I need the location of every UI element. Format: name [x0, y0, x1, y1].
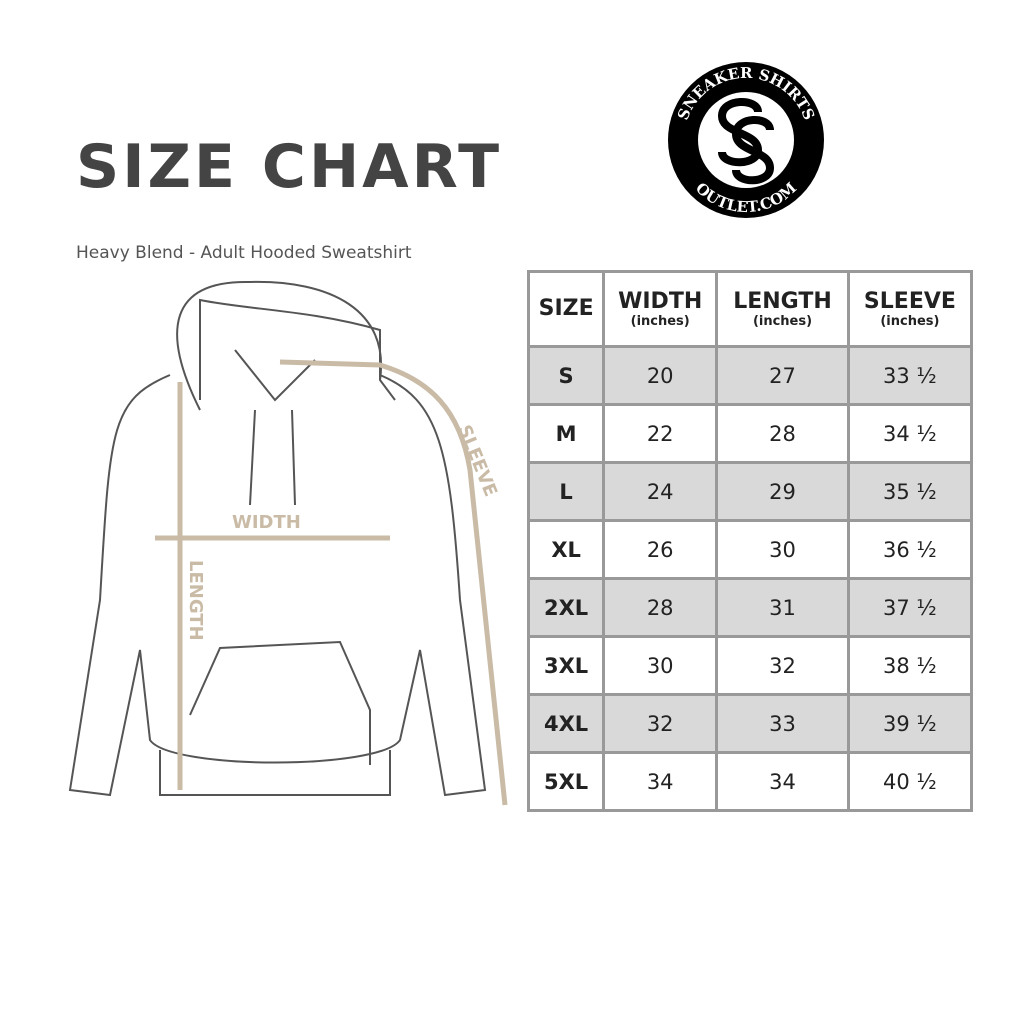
- size-cell: 5XL: [526, 751, 606, 812]
- measurement-cell: 32: [602, 693, 719, 754]
- table-row: M 22 28 34 ½: [526, 403, 974, 464]
- header-unit: (inches): [752, 313, 813, 329]
- measurement-cell: 39 ½: [846, 693, 974, 754]
- table-row: S 20 27 33 ½: [526, 345, 974, 406]
- table-row: L 24 29 35 ½: [526, 461, 974, 522]
- product-subtitle: Heavy Blend - Adult Hooded Sweatshirt: [76, 243, 412, 263]
- header-label: WIDTH: [618, 288, 703, 314]
- measurement-cell: 28: [602, 577, 719, 638]
- size-cell: 2XL: [526, 577, 606, 638]
- size-cell: 4XL: [526, 693, 606, 754]
- column-header: SLEEVE (inches): [846, 270, 974, 348]
- table-row: XL 26 30 36 ½: [526, 519, 974, 580]
- width-label: WIDTH: [232, 512, 301, 533]
- table-row: 3XL 30 32 38 ½: [526, 635, 974, 696]
- measurement-cell: 40 ½: [846, 751, 974, 812]
- measurement-cell: 20: [602, 345, 719, 406]
- brand-logo: SNEAKER SHIRTS OUTLET.COM: [668, 62, 824, 218]
- measurement-cell: 33: [715, 693, 850, 754]
- monogram-icon: [717, 97, 775, 185]
- measurement-cell: 36 ½: [846, 519, 974, 580]
- measurement-cell: 26: [602, 519, 719, 580]
- header-label: LENGTH: [733, 288, 832, 314]
- measurement-cell: 38 ½: [846, 635, 974, 696]
- measurement-cell: 22: [602, 403, 719, 464]
- measurement-cell: 34: [602, 751, 719, 812]
- measurement-cell: 34: [715, 751, 850, 812]
- size-cell: M: [526, 403, 606, 464]
- hood-outline: [176, 280, 396, 411]
- sleeve-label: SLEEVE: [453, 422, 501, 500]
- measurement-cell: 37 ½: [846, 577, 974, 638]
- measurement-cell: 30: [602, 635, 719, 696]
- measurement-cell: 33 ½: [846, 345, 974, 406]
- column-header: LENGTH (inches): [715, 270, 850, 348]
- measurement-cell: 24: [602, 461, 719, 522]
- measurement-cell: 30: [715, 519, 850, 580]
- header-label: SIZE: [538, 296, 594, 321]
- column-header: SIZE: [526, 270, 606, 348]
- size-cell: L: [526, 461, 606, 522]
- table-row: 2XL 28 31 37 ½: [526, 577, 974, 638]
- size-table: SIZE WIDTH (inches) LENGTH (inches) SLEEVE (in…: [526, 270, 974, 812]
- measurement-cell: 28: [715, 403, 850, 464]
- measurement-cell: 32: [715, 635, 850, 696]
- sleeve-arrow: [279, 359, 508, 806]
- column-header: WIDTH (inches): [602, 270, 719, 348]
- measurement-cell: 31: [715, 577, 850, 638]
- header-unit: (inches): [630, 313, 690, 329]
- measurement-cell: 35 ½: [846, 461, 974, 522]
- table-row: 4XL 32 33 39 ½: [526, 693, 974, 754]
- header-unit: (inches): [880, 313, 940, 329]
- hoodie-diagram: WIDTH LENGTH SLEEVE: [68, 280, 508, 806]
- measurement-cell: 34 ½: [846, 403, 974, 464]
- header-label: SLEEVE: [863, 288, 956, 314]
- size-cell: S: [526, 345, 606, 406]
- table-row: 5XL 34 34 40 ½: [526, 751, 974, 812]
- size-cell: XL: [526, 519, 606, 580]
- length-label: LENGTH: [185, 560, 206, 641]
- size-cell: 3XL: [526, 635, 606, 696]
- measurement-cell: 27: [715, 345, 850, 406]
- page-title: SIZE CHART: [76, 132, 503, 202]
- measurement-cell: 29: [715, 461, 850, 522]
